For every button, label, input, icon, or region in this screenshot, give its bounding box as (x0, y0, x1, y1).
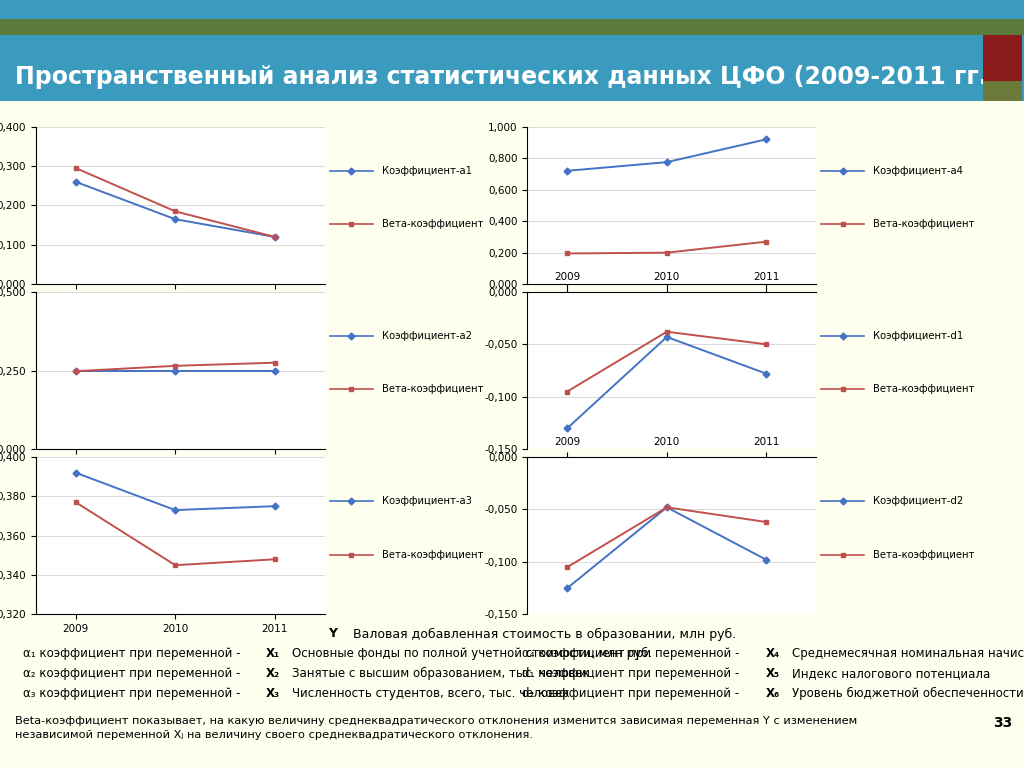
Text: Среднемесячная номинальная начисленная заработная плата, тыс. руб.: Среднемесячная номинальная начисленная з… (792, 647, 1024, 660)
Коэффициент-а4 (760, 134, 772, 144)
Коэффициент-d2 (561, 584, 573, 593)
Коэффициент-а2 (70, 366, 82, 376)
Text: Коэффициент-d2: Коэффициент-d2 (873, 496, 964, 506)
Line: Коэффициент-d1: Коэффициент-d1 (565, 335, 769, 431)
Text: Вета-коэффициент: Вета-коэффициент (873, 550, 975, 560)
Коэффициент-а4 (561, 166, 573, 175)
Коэффициент-а1 (70, 177, 82, 187)
Вета-коэффициент (70, 498, 82, 507)
Text: Пространственный анализ статистических данных ЦФО (2009-2011 гг.): Пространственный анализ статистических д… (15, 65, 998, 89)
Коэффициент-а4 (660, 157, 673, 167)
Коэффициент-а1 (169, 214, 181, 223)
Text: Вета-коэффициент: Вета-коэффициент (382, 220, 483, 230)
Text: α₄ коэффициент при переменной -: α₄ коэффициент при переменной - (522, 647, 739, 660)
Text: Индекс налогового потенциала: Индекс налогового потенциала (792, 667, 990, 680)
Text: 33: 33 (993, 716, 1013, 730)
Text: Beta-коэффициент показывает, на какую величину среднеквадратического отклонения : Beta-коэффициент показывает, на какую ве… (15, 716, 858, 726)
Вета-коэффициент (760, 237, 772, 247)
Коэффициент-а1 (268, 232, 281, 241)
Text: d₂ коэффициент при переменной -: d₂ коэффициент при переменной - (522, 687, 739, 700)
Коэффициент-d1 (561, 424, 573, 433)
Вета-коэффициент (169, 361, 181, 370)
Line: Коэффициент-а3: Коэффициент-а3 (74, 470, 278, 512)
Line: Коэффициент-а2: Коэффициент-а2 (74, 369, 278, 373)
Вета-коэффициент (169, 561, 181, 570)
Коэффициент-d2 (760, 555, 772, 564)
Line: Коэффициент-а1: Коэффициент-а1 (74, 180, 278, 240)
Вета-коэффициент (760, 339, 772, 349)
Line: Вета-коэффициент: Вета-коэффициент (565, 239, 769, 256)
Text: X₆: X₆ (766, 687, 780, 700)
Коэффициент-а2 (169, 366, 181, 376)
Text: Вета-коэффициент: Вета-коэффициент (873, 385, 975, 395)
Вета-коэффициент (268, 232, 281, 241)
Text: X₃: X₃ (266, 687, 281, 700)
Line: Вета-коэффициент: Вета-коэффициент (74, 360, 278, 373)
Text: Коэффициент-а3: Коэффициент-а3 (382, 496, 471, 506)
Text: d₁ коэффициент при переменной -: d₁ коэффициент при переменной - (522, 667, 739, 680)
Коэффициент-d2 (660, 503, 673, 512)
Вета-коэффициент (169, 207, 181, 216)
Text: X₄: X₄ (766, 647, 780, 660)
Вета-коэффициент (561, 249, 573, 258)
Text: Коэффициент-а1: Коэффициент-а1 (382, 166, 471, 176)
Вета-коэффициент (760, 518, 772, 527)
Text: Коэффициент-d1: Коэффициент-d1 (873, 331, 964, 341)
Вета-коэффициент (70, 366, 82, 376)
Text: Валовая добавленная стоимость в образовании, млн руб.: Валовая добавленная стоимость в образова… (353, 627, 736, 641)
Коэффициент-d1 (760, 369, 772, 379)
Text: X₂: X₂ (266, 667, 281, 680)
Вета-коэффициент (660, 248, 673, 257)
Line: Вета-коэффициент: Вета-коэффициент (74, 166, 278, 240)
Text: X₅: X₅ (766, 667, 780, 680)
Вета-коэффициент (70, 164, 82, 173)
Коэффициент-а2 (268, 366, 281, 376)
Text: Уровень бюджетной обеспеченности до распределения дотаций: Уровень бюджетной обеспеченности до расп… (792, 687, 1024, 700)
Text: Вета-коэффициент: Вета-коэффициент (382, 550, 483, 560)
Line: Вета-коэффициент: Вета-коэффициент (565, 329, 769, 394)
Коэффициент-а3 (268, 502, 281, 511)
Text: независимой переменной Xⱼ на величину своего среднеквадратического отклонения.: независимой переменной Xⱼ на величину св… (15, 730, 534, 740)
Text: Коэффициент-а2: Коэффициент-а2 (382, 331, 471, 341)
Text: Y: Y (328, 627, 337, 641)
Text: Вета-коэффициент: Вета-коэффициент (873, 220, 975, 230)
Вета-коэффициент (561, 562, 573, 571)
Вета-коэффициент (268, 358, 281, 367)
Text: Вета-коэффициент: Вета-коэффициент (382, 385, 483, 395)
Line: Вета-коэффициент: Вета-коэффициент (74, 500, 278, 568)
Вета-коэффициент (660, 503, 673, 512)
Text: α₃ коэффициент при переменной -: α₃ коэффициент при переменной - (23, 687, 240, 700)
Text: α₂ коэффициент при переменной -: α₂ коэффициент при переменной - (23, 667, 240, 680)
Вета-коэффициент (268, 554, 281, 564)
Коэффициент-а3 (70, 468, 82, 477)
Text: Коэффициент-а4: Коэффициент-а4 (873, 166, 963, 176)
Text: Занятые с высшим образованием, тыс. человек: Занятые с высшим образованием, тыс. чело… (292, 667, 590, 680)
Text: α₁ коэффициент при переменной -: α₁ коэффициент при переменной - (23, 647, 240, 660)
Text: Основные фонды по полной учетной стоимости, млн руб.: Основные фонды по полной учетной стоимос… (292, 647, 652, 660)
Line: Вета-коэффициент: Вета-коэффициент (565, 505, 769, 570)
Line: Коэффициент-d2: Коэффициент-d2 (565, 505, 769, 591)
Text: X₁: X₁ (266, 647, 281, 660)
Line: Коэффициент-а4: Коэффициент-а4 (565, 137, 769, 174)
Вета-коэффициент (660, 327, 673, 336)
Вета-коэффициент (561, 387, 573, 396)
Коэффициент-d1 (660, 333, 673, 342)
Коэффициент-а3 (169, 505, 181, 515)
Text: Численность студентов, всего, тыс. человек: Численность студентов, всего, тыс. челов… (292, 687, 569, 700)
